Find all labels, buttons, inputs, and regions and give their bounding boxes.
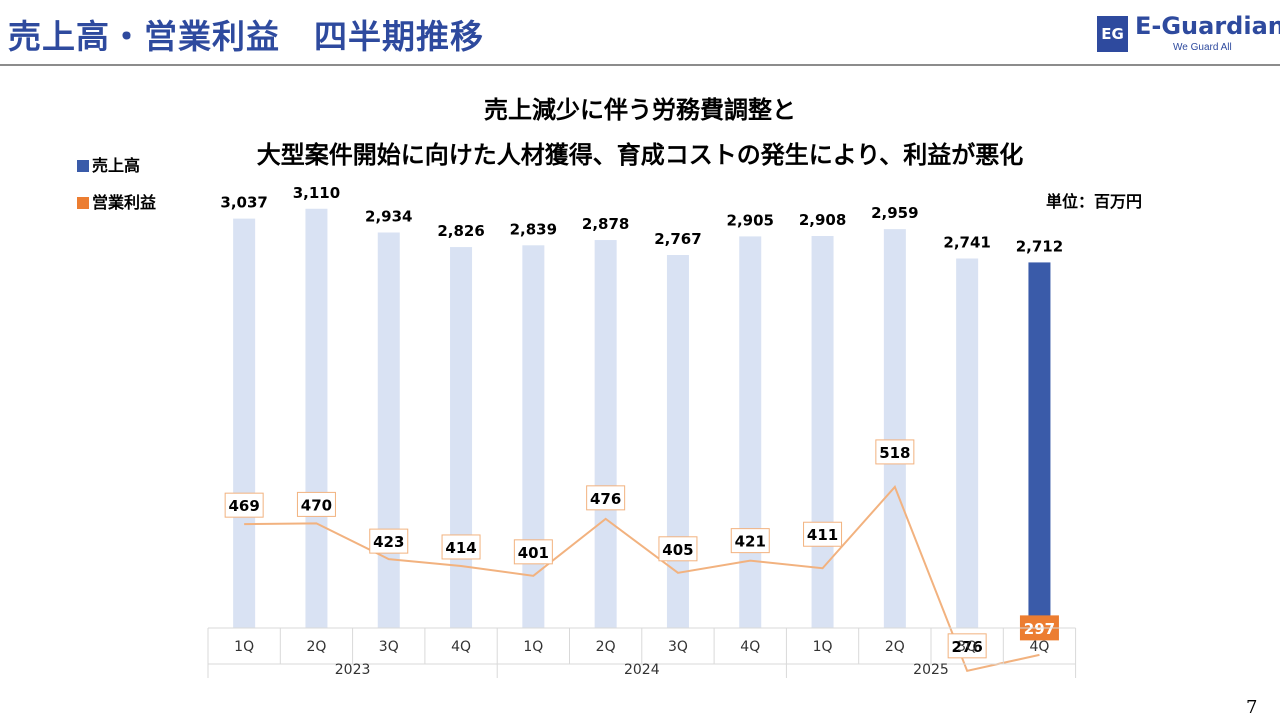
x-tick-label: 2Q [596, 639, 616, 655]
profit-value-label: 476 [590, 490, 621, 508]
sales-value-label: 2,767 [654, 230, 701, 248]
sales-bar [1028, 262, 1051, 628]
year-group-label: 2023 [335, 662, 371, 678]
profit-value-label: 401 [518, 544, 549, 562]
profit-label-box [513, 539, 553, 565]
profit-label-box [296, 491, 336, 517]
profit-value-label: 405 [662, 541, 693, 559]
legend-swatch-sales [77, 160, 89, 172]
page-title: 売上高・営業利益 四半期推移 [8, 17, 484, 56]
subtitle-line-2: 大型案件開始に向けた人材獲得、育成コストの発生により、利益が悪化 [256, 141, 1024, 169]
profit-value-label: 297 [1024, 620, 1055, 638]
x-tick-label: 2Q [306, 639, 326, 655]
year-group-label: 2024 [624, 662, 660, 678]
x-tick-label: 2Q [885, 639, 905, 655]
sales-bar [522, 245, 545, 628]
sales-value-label: 2,712 [1016, 237, 1063, 255]
sales-bar [233, 218, 256, 628]
profit-value-label: 469 [228, 497, 259, 515]
profit-label-box [658, 536, 698, 562]
x-tick-label: 3Q [957, 639, 977, 655]
sales-bar [450, 247, 473, 628]
sales-value-label: 3,037 [220, 194, 267, 212]
x-tick-label: 3Q [379, 639, 399, 655]
profit-label-box [224, 492, 264, 518]
sales-bar [594, 240, 617, 628]
x-tick-label: 1Q [523, 639, 543, 655]
page-number: 7 [1246, 697, 1258, 718]
legend-item-profit: 営業利益 [77, 189, 156, 213]
profit-label-box [947, 633, 987, 659]
sales-bar [377, 232, 400, 628]
sales-value-label: 2,905 [727, 211, 774, 229]
logo-icon: EG [1097, 16, 1128, 52]
x-tick-label: 4Q [451, 639, 471, 655]
x-tick-label: 1Q [234, 639, 254, 655]
sales-value-label: 2,826 [437, 222, 484, 240]
sales-value-label: 2,741 [943, 234, 990, 252]
profit-label-box [369, 528, 409, 554]
title-divider [0, 64, 1280, 66]
profit-label-box [803, 521, 843, 547]
profit-label-box [730, 528, 770, 554]
subtitle-line-1: 売上減少に伴う労務費調整と [484, 96, 796, 124]
profit-label-box [586, 485, 626, 511]
sales-bar [739, 236, 762, 628]
sales-value-label: 2,908 [799, 211, 846, 229]
sales-value-label: 2,934 [365, 207, 412, 225]
profit-value-label: 276 [951, 638, 982, 656]
profit-value-label: 518 [879, 444, 910, 462]
x-tick-label: 3Q [668, 639, 688, 655]
company-logo: EG E-Guardian We Guard All [1097, 12, 1280, 58]
legend-item-sales: 売上高 [77, 152, 140, 176]
profit-label-box [441, 534, 481, 560]
sales-bar [305, 208, 328, 628]
legend-swatch-profit [77, 197, 89, 209]
legend-label-profit: 営業利益 [92, 193, 157, 212]
logo-tagline: We Guard All [1173, 42, 1232, 53]
sales-value-label: 3,110 [293, 184, 340, 202]
sales-bar [956, 258, 979, 628]
profit-value-label: 414 [445, 539, 476, 557]
sales-bar [883, 229, 906, 628]
legend-label-sales: 売上高 [92, 156, 141, 175]
unit-label: 単位：百万円 [1046, 192, 1143, 211]
x-tick-label: 4Q [1029, 639, 1049, 655]
sales-value-label: 2,839 [510, 220, 557, 238]
profit-value-label: 421 [735, 533, 766, 551]
sales-value-label: 2,878 [582, 215, 629, 233]
sales-value-label: 2,959 [871, 204, 918, 222]
year-group-label: 2025 [913, 662, 949, 678]
logo-name: E-Guardian [1135, 12, 1280, 40]
x-tick-label: 4Q [740, 639, 760, 655]
profit-value-label: 470 [301, 496, 332, 514]
x-tick-label: 1Q [813, 639, 833, 655]
profit-value-label: 423 [373, 533, 404, 551]
profit-label-box [875, 439, 915, 465]
sales-bar [666, 255, 689, 628]
profit-value-label: 411 [807, 526, 838, 544]
